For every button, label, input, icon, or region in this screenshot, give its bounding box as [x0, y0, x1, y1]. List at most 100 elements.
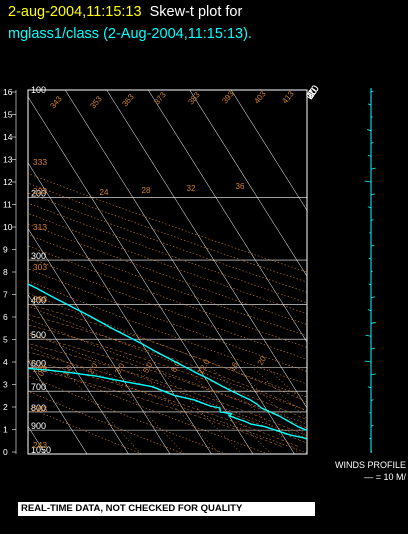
isotherm-line — [28, 359, 88, 454]
dry-adiabat-line — [28, 182, 307, 283]
dry-adiabat-label: 293 — [33, 294, 47, 304]
wind-barb — [370, 219, 374, 221]
dry-adiabat-label: 333 — [33, 157, 47, 167]
dry-adiabat-line — [28, 223, 307, 325]
chart-axis-labels: 1002003004005006007008009001050161514131… — [3, 83, 322, 457]
pressure-tick-label: 400 — [31, 296, 46, 306]
height-tick-label: 7 — [3, 290, 8, 300]
height-tick-label: 14 — [3, 132, 13, 142]
temperature-profile-line — [28, 283, 307, 432]
mixing-ratio-label: 20 — [256, 354, 269, 367]
dry-adiabat-line — [28, 346, 307, 454]
isotherm-line — [147, 90, 307, 343]
wind-barb — [367, 386, 372, 389]
theta-top-label: 403 — [252, 89, 268, 105]
dry-adiabat-line — [28, 360, 269, 454]
moist-adiabat-line — [28, 351, 307, 444]
dry-adiabat-line — [28, 268, 307, 372]
dry-adiabat-line — [28, 280, 307, 385]
winds-profile-label: WINDS PROFILE — [334, 460, 406, 470]
dry-adiabat-label: 323 — [33, 186, 47, 196]
theta-top-label: 343 — [48, 94, 64, 110]
quality-warning-banner: REAL-TIME DATA, NOT CHECKED FOR QUALITY — [18, 502, 315, 516]
wind-barb — [370, 424, 374, 427]
height-tick-label: 2 — [3, 402, 8, 412]
dry-adiabat-line — [28, 375, 227, 454]
moist-adiabat-line — [28, 303, 307, 403]
wind-barb — [370, 322, 376, 324]
pressure-tick-label: 800 — [31, 403, 46, 413]
dry-adiabat-line — [28, 245, 307, 348]
isotherm-line — [28, 162, 212, 454]
dry-adiabat-line — [28, 202, 307, 304]
moist-adiabat-line — [28, 314, 307, 412]
mixing-ratio-label: 5.0 — [141, 360, 155, 375]
plot-label: Skew-t plot for — [149, 4, 243, 20]
mixing-ratio-line — [266, 367, 307, 406]
pressure-tick-label: 900 — [31, 421, 46, 431]
dry-adiabat-line — [28, 332, 307, 439]
height-tick-label: 1 — [3, 425, 8, 435]
height-tick-label: 15 — [3, 110, 13, 120]
mixing-ratio-label: 2.0 — [86, 361, 100, 376]
pressure-tick-label: 600 — [31, 358, 46, 368]
height-tick-label: 3 — [3, 380, 8, 390]
station-line: mglass1/class (2-Aug-2004,11:15:13). — [8, 26, 252, 42]
theta-top-label: 373 — [152, 90, 168, 106]
wind-barb — [367, 103, 372, 106]
wind-barb — [370, 244, 375, 247]
wind-barb — [370, 90, 374, 93]
wind-barb — [369, 412, 372, 414]
height-tick-label: 11 — [3, 200, 12, 210]
wind-barb — [369, 232, 372, 234]
moist-adiabat-line — [28, 334, 307, 429]
wind-barb — [370, 167, 376, 170]
isotherm-line — [28, 293, 129, 454]
dry-adiabat-line — [28, 234, 307, 337]
pressure-tick-label: 200 — [31, 188, 46, 198]
dry-adiabat-line — [28, 406, 143, 454]
dry-adiabat-line — [28, 318, 307, 425]
isotherm-line — [64, 90, 295, 454]
moist-adiabat-label: 24 — [100, 188, 109, 197]
chart-series — [28, 283, 307, 440]
theta-top-label: 393 — [220, 89, 236, 105]
dry-adiabat-line — [28, 292, 307, 398]
pressure-tick-label: 700 — [31, 382, 46, 392]
isotherm-line — [230, 90, 307, 211]
dry-adiabat-line — [28, 173, 307, 273]
mixing-ratio-line — [156, 367, 243, 454]
wind-barb — [369, 437, 372, 440]
isotherm-line — [189, 90, 307, 277]
dry-adiabat-line — [28, 213, 307, 314]
wind-barb — [364, 180, 372, 183]
mixing-ratio-label: 16 — [228, 360, 241, 373]
mixing-ratio-line — [184, 367, 272, 454]
wind-barb — [367, 206, 372, 209]
pressure-tick-label: 500 — [31, 330, 46, 340]
dry-adiabat-line — [28, 256, 307, 360]
isotherm-line — [28, 228, 171, 454]
isotherm-line — [28, 96, 254, 454]
wind-barb — [370, 193, 375, 196]
dewpoint-profile-line — [28, 367, 307, 440]
wind-barb — [370, 116, 373, 119]
chart-grid — [28, 90, 307, 454]
wind-barb — [370, 270, 373, 273]
mixing-ratio-line — [136, 367, 221, 454]
observation-timestamp: 2-aug-2004,11:15:13 — [8, 4, 142, 20]
wind-barb — [367, 154, 372, 157]
dry-adiabat-label: 303 — [33, 262, 47, 272]
theta-top-label: 353 — [88, 94, 104, 110]
winds-profile-scale: — = 10 M/ — [364, 472, 406, 482]
theta-top-label: 363 — [120, 92, 136, 108]
moist-adiabat-line — [28, 343, 307, 437]
moist-adiabat-label: 36 — [236, 182, 245, 191]
wind-barb — [365, 334, 372, 337]
wind-barb — [367, 129, 372, 131]
wind-barb — [370, 450, 373, 453]
header-line-1: 2-aug-2004,11:15:13 Skew-t plot for — [8, 2, 242, 22]
height-tick-label: 13 — [3, 155, 13, 165]
dry-adiabat-line — [28, 192, 307, 293]
